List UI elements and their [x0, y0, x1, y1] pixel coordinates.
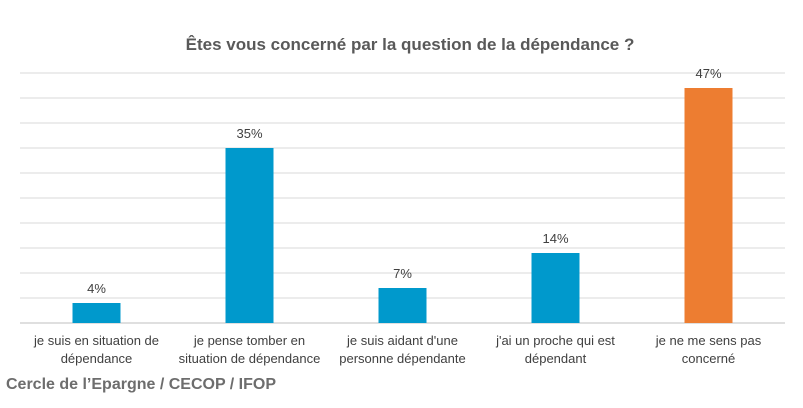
- data-label: 14%: [542, 231, 568, 246]
- x-tick-label: j'ai un proche qui est dépendant: [496, 333, 615, 366]
- bar: [72, 303, 121, 323]
- bar: [531, 253, 580, 323]
- chart-title: Êtes vous concerné par la question de la…: [186, 35, 635, 54]
- data-label: 4%: [87, 281, 106, 296]
- bar: [378, 288, 427, 323]
- source: Cercle de l’Epargne / CECOP / IFOP: [6, 376, 277, 393]
- bar: [684, 88, 733, 323]
- x-tick-label: je pense tomber en situation de dépendan…: [178, 333, 321, 366]
- x-tick-label: je ne me sens pas concerné: [655, 333, 762, 366]
- x-tick-label: je suis aidant d'une personne dépendante: [339, 333, 466, 366]
- data-label: 7%: [393, 266, 412, 281]
- bar: [225, 148, 274, 323]
- data-label: 35%: [236, 126, 262, 141]
- x-tick-label: je suis en situation de dépendance: [33, 333, 160, 366]
- data-label: 47%: [695, 66, 721, 81]
